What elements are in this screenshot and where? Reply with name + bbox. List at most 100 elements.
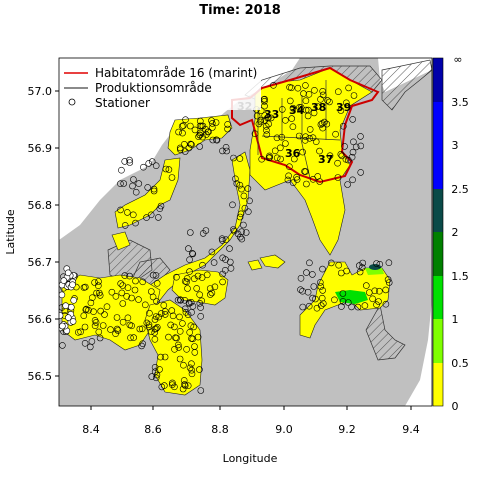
station-marker <box>139 340 146 348</box>
station-marker <box>295 132 303 140</box>
station-marker <box>155 214 162 221</box>
station-marker <box>59 322 66 330</box>
y-axis-label: Latitude <box>4 209 17 255</box>
station-marker <box>224 121 231 128</box>
station-marker <box>375 287 383 295</box>
station-marker <box>261 117 269 124</box>
station-marker <box>344 299 352 306</box>
station-marker <box>101 311 108 318</box>
station-marker <box>59 312 64 319</box>
x-tick-label: 8.6 <box>144 423 162 436</box>
station-marker <box>349 148 357 156</box>
station-marker <box>181 141 188 148</box>
station-marker <box>167 321 174 329</box>
station-marker <box>339 122 347 130</box>
area-label-38: 38 <box>311 101 326 114</box>
station-marker <box>148 328 155 336</box>
station-marker <box>171 383 178 391</box>
station-marker <box>319 265 326 273</box>
colorbar-seg-7 <box>433 58 443 102</box>
station-marker <box>103 303 111 311</box>
station-marker <box>361 302 369 309</box>
station-marker <box>145 160 152 167</box>
station-marker <box>319 287 327 294</box>
station-marker <box>95 278 102 285</box>
station-marker <box>213 136 220 144</box>
station-marker <box>77 328 84 336</box>
station-marker <box>127 334 134 342</box>
station-marker <box>85 306 92 314</box>
station-marker <box>151 316 159 323</box>
station-marker <box>112 292 120 300</box>
station-marker <box>357 169 365 176</box>
station-marker <box>197 387 205 394</box>
station-marker <box>222 236 230 243</box>
station-marker <box>286 97 294 105</box>
station-marker <box>186 256 193 264</box>
station-marker <box>119 300 127 307</box>
station-marker <box>294 84 302 92</box>
habitat-outline <box>231 66 380 184</box>
station-marker <box>75 328 82 336</box>
station-marker <box>184 285 191 292</box>
stations-layer <box>59 82 393 394</box>
station-marker <box>219 278 226 286</box>
station-marker <box>152 313 160 320</box>
station-marker <box>128 294 135 302</box>
station-marker <box>354 303 362 311</box>
station-marker <box>332 130 339 138</box>
station-marker <box>302 168 309 175</box>
station-marker <box>273 134 281 142</box>
station-marker <box>302 97 310 104</box>
x-tick-label: 8.4 <box>82 423 100 436</box>
station-marker <box>117 180 124 187</box>
station-marker <box>309 134 317 141</box>
station-marker <box>289 104 297 112</box>
station-marker <box>293 173 300 181</box>
station-marker <box>153 298 160 305</box>
x-tick-label: 9.0 <box>275 423 293 436</box>
station-marker <box>384 276 392 283</box>
station-marker <box>131 286 139 294</box>
station-marker <box>344 156 352 164</box>
station-marker <box>277 155 284 163</box>
colorbar-seg-3 <box>433 232 443 276</box>
station-marker <box>91 322 99 330</box>
station-marker <box>257 116 264 124</box>
station-marker <box>162 165 170 173</box>
station-marker <box>309 271 316 278</box>
station-marker <box>326 98 333 106</box>
station-marker <box>117 206 124 214</box>
station-marker <box>70 296 77 304</box>
colorbar-tick: 0.5 <box>451 357 469 370</box>
station-marker <box>205 128 212 135</box>
map-plot-area: 32 33 34 38 39 36 37 <box>59 58 432 406</box>
station-marker <box>341 143 348 150</box>
station-marker <box>278 133 286 141</box>
station-marker <box>165 333 172 341</box>
station-marker <box>151 325 159 333</box>
x-axis-label: Longitude <box>223 452 278 465</box>
production-area-ne <box>381 59 432 111</box>
station-marker <box>169 379 176 387</box>
station-marker <box>97 307 104 315</box>
colorbar-tick: 1.5 <box>451 270 469 283</box>
station-marker <box>357 133 364 140</box>
station-marker <box>173 273 180 281</box>
y-tick-label: 56.9 <box>28 142 53 155</box>
station-marker <box>150 187 158 195</box>
station-marker <box>151 335 159 343</box>
station-marker <box>258 155 266 163</box>
station-marker <box>126 321 134 329</box>
station-marker <box>185 144 193 152</box>
station-marker <box>191 126 199 134</box>
station-marker <box>318 294 326 302</box>
station-marker <box>385 279 393 286</box>
density-patch-light <box>365 268 384 275</box>
station-marker <box>161 353 169 361</box>
station-marker <box>185 300 193 307</box>
station-marker <box>233 180 241 187</box>
station-marker <box>297 104 305 111</box>
station-marker <box>306 126 314 133</box>
station-marker <box>182 308 190 316</box>
